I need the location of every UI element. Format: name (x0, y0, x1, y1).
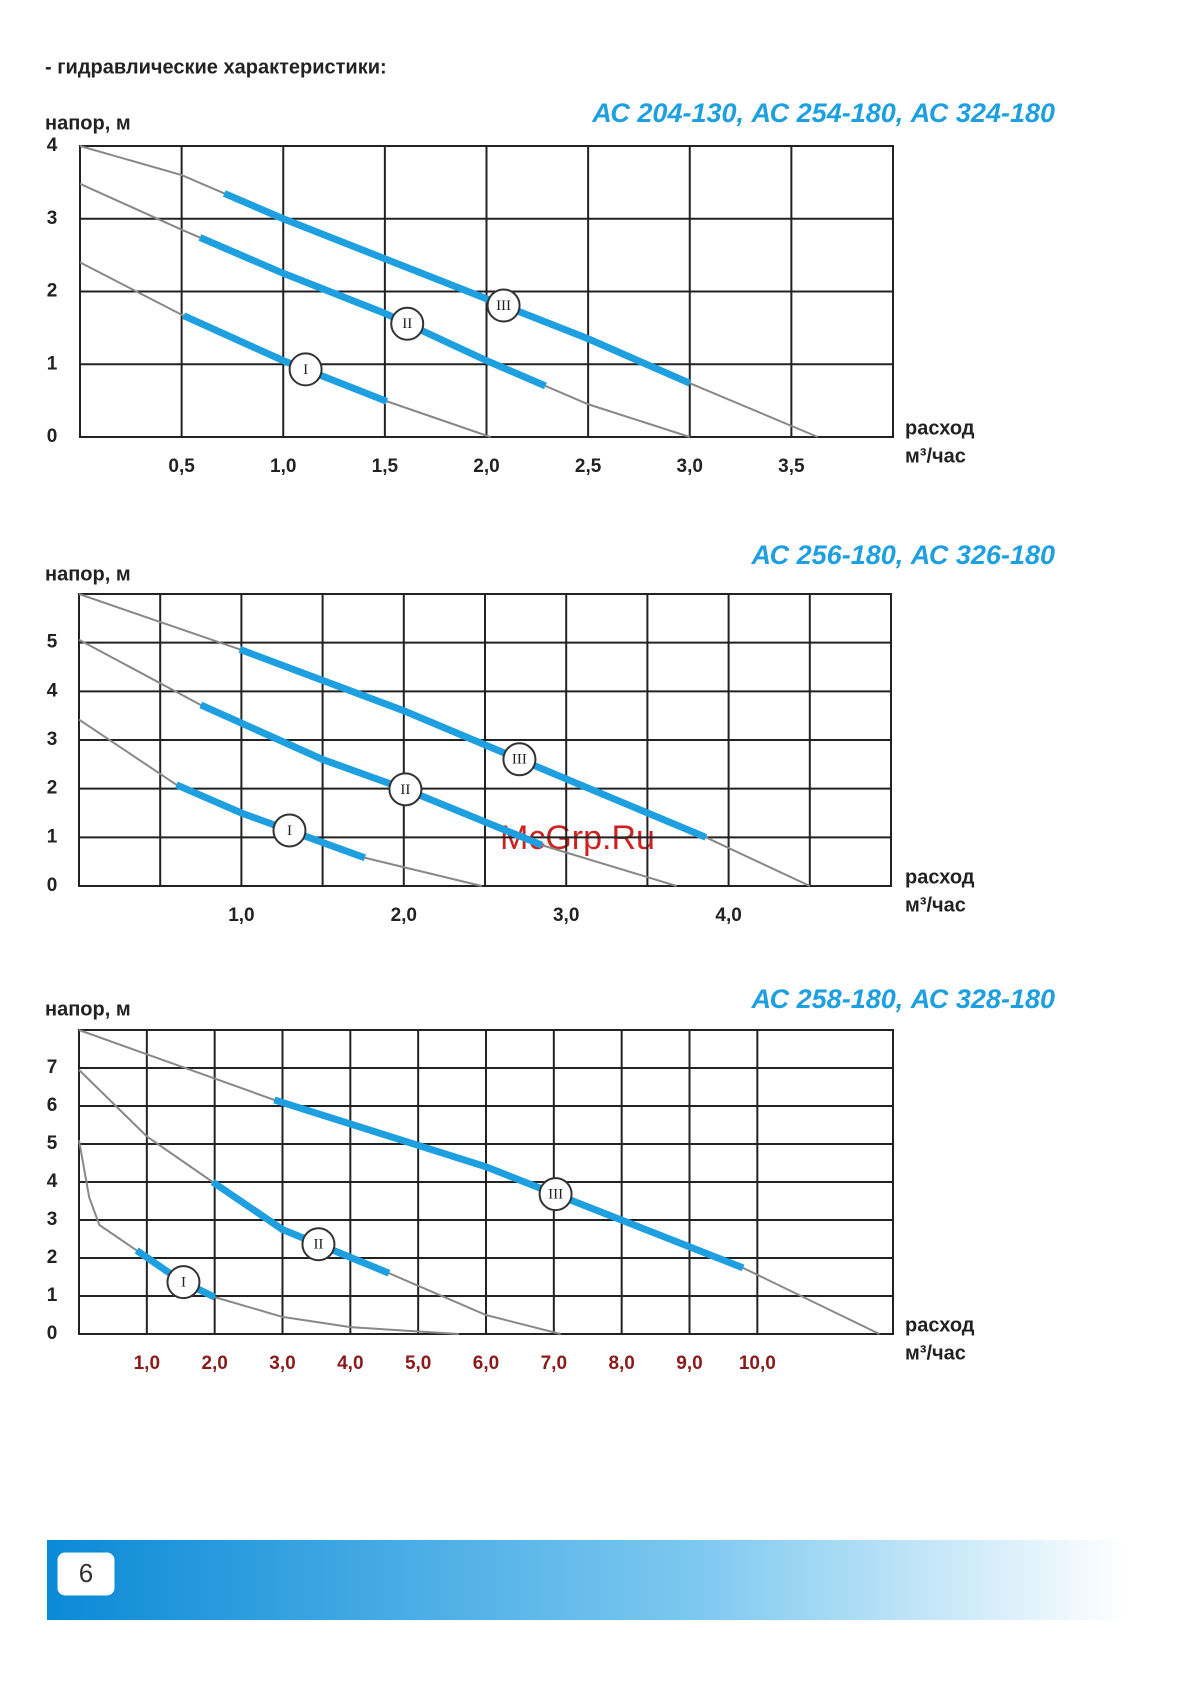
y-tick-label: 4 (47, 135, 58, 156)
y-tick-label: 3 (47, 729, 58, 750)
y-tick-label: 4 (47, 680, 58, 701)
curve-label: I (181, 1275, 186, 1291)
page-number: 6 (79, 1558, 93, 1588)
x-tick-label: 2,0 (391, 905, 417, 926)
curve-marker (166, 1265, 201, 1300)
x-tick-label: 10,0 (739, 1353, 776, 1374)
header: - гидравлические характеристики: (45, 56, 387, 78)
y-tick-label: 4 (47, 1171, 58, 1192)
x-tick-label: 3,0 (677, 456, 703, 477)
x-axis-label: расход (905, 866, 975, 888)
pump-curve (78, 718, 482, 887)
x-axis-label: расход (905, 1314, 975, 1336)
x-tick-label: 9,0 (676, 1353, 702, 1374)
x-tick-label: 1,0 (228, 905, 254, 926)
curve-marker (388, 772, 423, 807)
x-tick-label: 2,0 (201, 1353, 227, 1374)
y-tick-label: 1 (47, 826, 58, 847)
y-tick-label: 0 (47, 426, 58, 447)
curve-label: II (400, 782, 410, 798)
working-range (238, 646, 708, 841)
footer: 6 (47, 1540, 1127, 1620)
x-tick-label: 4,0 (337, 1353, 363, 1374)
working-range (210, 1179, 391, 1277)
x-tick-label: 2,0 (473, 456, 499, 477)
y-tick-label: 0 (47, 875, 58, 896)
x-tick-label: 2,5 (575, 456, 602, 477)
working-range (199, 701, 544, 849)
working-range (198, 234, 547, 390)
y-tick-label: 3 (47, 208, 58, 229)
x-tick-label: 0,5 (168, 456, 195, 477)
y-tick-label: 1 (47, 353, 58, 374)
y-tick-label: 7 (47, 1057, 58, 1078)
chart-title: АС 258-180, АС 328-180 (751, 984, 1056, 1014)
curve-label: II (402, 316, 412, 332)
pump-curve (78, 1069, 561, 1335)
y-tick-label: 6 (47, 1095, 58, 1116)
x-axis-label: м³/час (905, 1342, 966, 1364)
y-tick-label: 5 (47, 1133, 58, 1154)
pump-curve (79, 261, 491, 438)
chart-title: АС 256-180, АС 326-180 (751, 540, 1056, 570)
curve-marker (301, 1227, 336, 1262)
y-tick-label: 0 (47, 1323, 58, 1344)
x-tick-label: 3,0 (553, 905, 579, 926)
x-tick-label: 7,0 (541, 1353, 567, 1374)
curve-marker (486, 288, 521, 323)
y-axis-label: напор, м (45, 112, 131, 134)
y-tick-label: 2 (47, 778, 58, 799)
y-tick-label: 5 (47, 632, 58, 653)
curve-label: I (287, 823, 292, 839)
x-axis-label: расход (905, 417, 975, 439)
x-tick-label: 8,0 (608, 1353, 634, 1374)
working-range (175, 781, 367, 862)
curve-label: II (313, 1237, 323, 1253)
curve-label: I (303, 362, 308, 378)
y-tick-label: 3 (47, 1209, 58, 1230)
footer-bar (47, 1540, 1127, 1620)
x-tick-label: 5,0 (405, 1353, 431, 1374)
chart-title: АС 204-130, АС 254-180, АС 324-180 (591, 98, 1055, 128)
x-tick-label: 1,5 (372, 456, 399, 477)
x-axis-label: м³/час (905, 445, 966, 467)
curve-marker (502, 742, 537, 777)
pump-curve (78, 1140, 459, 1335)
working-range (182, 312, 389, 405)
curve-marker (390, 306, 425, 341)
curve-marker (538, 1177, 573, 1212)
x-tick-label: 1,0 (270, 456, 296, 477)
page-box (56, 1551, 116, 1597)
working-range (273, 1096, 745, 1272)
x-tick-label: 3,0 (269, 1353, 295, 1374)
x-axis-label: м³/час (905, 894, 966, 916)
y-tick-label: 2 (47, 1247, 58, 1268)
y-tick-label: 2 (47, 281, 58, 302)
curve-label: III (496, 298, 511, 314)
x-tick-label: 6,0 (473, 1353, 499, 1374)
curve-marker (272, 813, 307, 848)
curve-marker (288, 352, 323, 387)
y-axis-label: напор, м (45, 563, 131, 585)
y-axis-label: напор, м (45, 998, 131, 1020)
x-tick-label: 1,0 (134, 1353, 160, 1374)
x-tick-label: 3,5 (778, 456, 805, 477)
curve-label: III (548, 1187, 563, 1203)
working-range (222, 190, 692, 387)
y-tick-label: 1 (47, 1285, 58, 1306)
x-tick-label: 4,0 (715, 905, 741, 926)
curve-label: III (512, 752, 527, 768)
